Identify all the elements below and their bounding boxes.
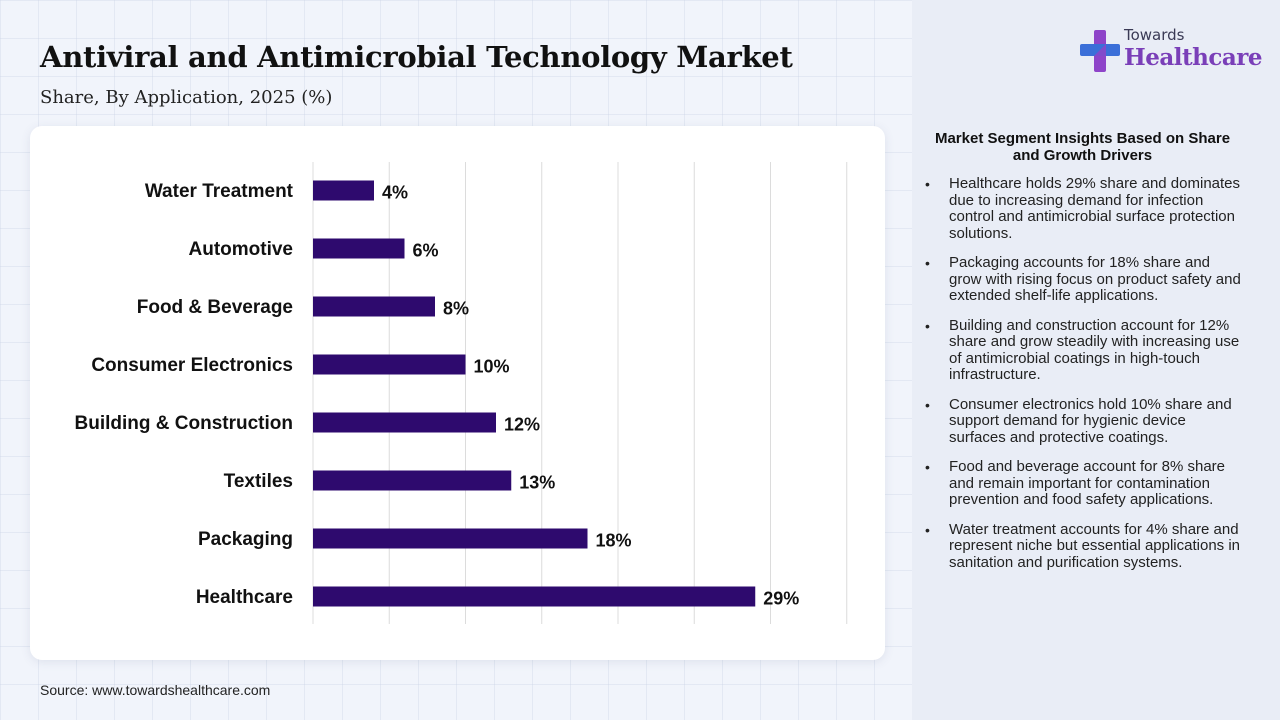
bullet-icon: •	[925, 459, 930, 475]
insight-item: • Building and construction account for 1…	[922, 316, 1242, 384]
insight-item: • Healthcare holds 29% share and dominate…	[922, 175, 1242, 242]
insights-list: • Healthcare holds 29% share and dominate…	[922, 175, 1242, 584]
data-label: 10%	[474, 357, 510, 377]
insight-text: Consumer electronics hold 10% share and …	[949, 395, 1232, 446]
category-label: Water Treatment	[145, 181, 294, 202]
insight-text: Building and construction account for 12…	[949, 316, 1240, 383]
bullet-icon: •	[925, 521, 930, 538]
source-note: Source: www.towardshealthcare.com	[40, 682, 271, 698]
data-label: 18%	[596, 531, 632, 551]
bullet-icon: •	[925, 255, 930, 271]
bar[interactable]	[313, 586, 756, 607]
bar[interactable]	[313, 296, 435, 317]
data-label: 8%	[443, 299, 469, 319]
logo-top-text: Towards	[1124, 26, 1185, 44]
chart-card: Water Treatment 4% Automotive 6% Food & Beve…	[30, 126, 885, 660]
insight-item: • Packaging accounts for 18% share and gr…	[922, 254, 1242, 305]
bar-chart: Water Treatment 4% Automotive 6% Food & Beve…	[75, 162, 848, 624]
brand-logo[interactable]: Towards Healthcare	[1080, 26, 1263, 78]
bar[interactable]	[313, 180, 374, 201]
category-label: Consumer Electronics	[91, 355, 293, 376]
category-label: Textiles	[224, 471, 293, 492]
logo-main-text: Healthcare	[1124, 44, 1263, 71]
data-label: 4%	[382, 183, 408, 203]
insights-panel	[912, 0, 1280, 720]
data-label: 29%	[763, 589, 799, 609]
insight-text: Packaging accounts for 18% share and gro…	[949, 254, 1241, 304]
bar[interactable]	[313, 354, 466, 375]
page-subtitle: Share, By Application, 2025 (%)	[40, 87, 333, 108]
data-label: 6%	[413, 241, 439, 261]
bar[interactable]	[313, 238, 405, 259]
bullet-icon: •	[925, 317, 930, 334]
insight-text: Healthcare holds 29% share and dominates…	[949, 175, 1241, 242]
insight-text: Water treatment accounts for 4% share an…	[949, 520, 1241, 571]
category-label: Food & Beverage	[137, 297, 293, 318]
medical-cross-logo-icon	[1080, 30, 1120, 72]
bullet-icon: •	[925, 396, 930, 413]
insights-title: Market Segment Insights Based on Share a…	[934, 130, 1231, 164]
category-label: Automotive	[189, 239, 294, 260]
bar[interactable]	[313, 412, 496, 433]
insight-item: • Consumer electronics hold 10% share and…	[922, 395, 1242, 447]
category-label: Building & Construction	[75, 413, 293, 434]
insight-item: • Water treatment accounts for 4% share a…	[922, 520, 1242, 572]
page-title: Antiviral and Antimicrobial Technology M…	[40, 40, 793, 74]
bullet-icon: •	[925, 176, 930, 192]
data-label: 12%	[504, 415, 540, 435]
insight-item: • Food and beverage account for 8% share …	[922, 458, 1242, 509]
bar[interactable]	[313, 528, 588, 549]
category-label: Healthcare	[196, 587, 293, 608]
data-label: 13%	[519, 473, 555, 493]
bar[interactable]	[313, 470, 512, 491]
insight-text: Food and beverage account for 8% share a…	[949, 458, 1226, 508]
category-label: Packaging	[198, 529, 293, 550]
